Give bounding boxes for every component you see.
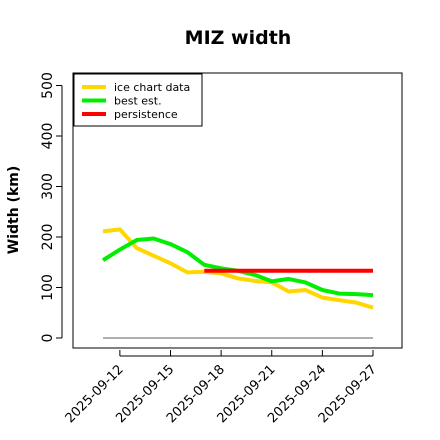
series-line-best-est: [101, 236, 374, 298]
y-tick-label: 300: [40, 173, 56, 200]
y-tick-label: 100: [40, 274, 56, 301]
y-axis-label: Width (km): [6, 166, 22, 255]
y-tick-label: 400: [40, 123, 56, 150]
series-line-ice-chart-data: [102, 227, 374, 310]
y-tick-label: 500: [40, 72, 56, 99]
legend-label-persistence: persistence: [114, 108, 178, 121]
y-tick-label: 200: [40, 224, 56, 251]
y-tick-label: 0: [40, 334, 56, 343]
plot-area: [72, 72, 403, 349]
legend-label-ice-chart-data: ice chart data: [114, 81, 190, 94]
legend-label-best-est: best est.: [114, 95, 162, 108]
chart-title: MIZ width: [185, 27, 292, 49]
